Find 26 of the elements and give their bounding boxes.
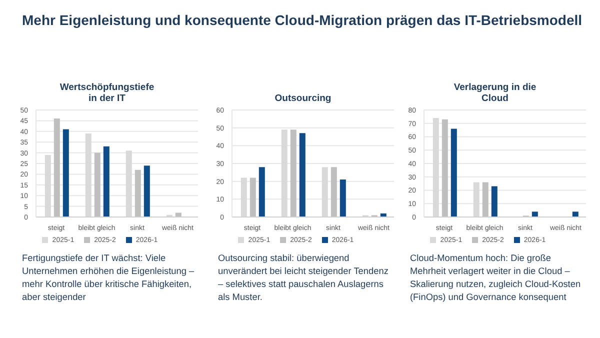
bar [175, 212, 182, 217]
bar [103, 146, 110, 217]
text: Fertigungstiefe der IT wächst: Viele Unternehmen erhöhen die Eigenleistung – mehr Kontrolle über kritische Fähigkeiten, aber steigender [22, 252, 196, 304]
text: Mehr Eigenleistung und konsequente Cloud-Migration prägen das IT-Betriebsmodell [22, 12, 584, 28]
chart-title: Verlagerung in die Cloud [452, 81, 538, 104]
bar [330, 167, 337, 217]
bar [94, 152, 100, 217]
bar [134, 170, 141, 217]
bar [144, 166, 150, 217]
chart-title: Wertschöpfungstiefe in der IT [58, 81, 156, 104]
chart-title: Outsourcing [274, 92, 332, 104]
bar [258, 167, 265, 217]
bar [299, 133, 306, 217]
bar [491, 186, 498, 217]
bar [62, 129, 69, 217]
bar [532, 212, 538, 217]
bar [572, 212, 578, 217]
bar [450, 128, 457, 217]
text: Cloud-Momentum hoch: Die große Mehrheit verlagert weiter in die Cloud – Skalierung nutzen, zugleich Cloud-Kosten (FinOps) und Governance konsequent [410, 252, 582, 304]
bar [340, 180, 346, 217]
bar [54, 118, 60, 217]
bar [442, 119, 448, 217]
bar [290, 130, 296, 217]
bar [250, 178, 256, 217]
text: Outsourcing stabil: überwiegend unverändert bei leicht steigender Tendenz – selektives statt pauschalen Auslagerns als Muster. [218, 252, 390, 304]
bar [482, 182, 488, 217]
